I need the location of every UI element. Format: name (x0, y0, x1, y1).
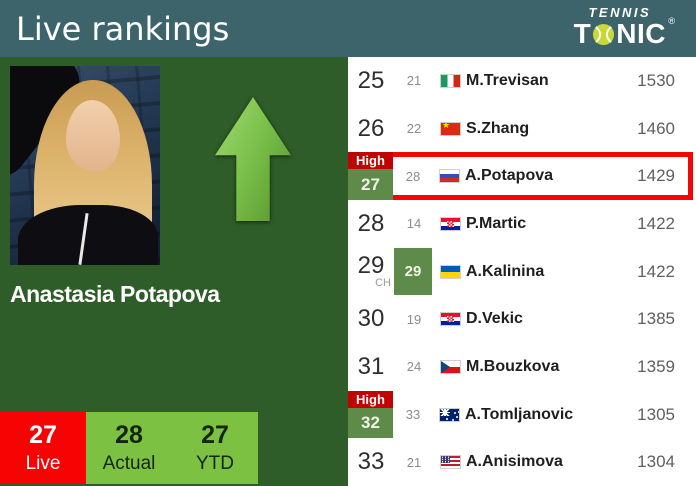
rankings-table: 25 21 M.Trevisan 1530 26 22 S.Zhang 1460… (348, 57, 696, 486)
player-name-cell: S.Zhang (466, 119, 530, 137)
italy-flag-icon (440, 73, 461, 88)
player-panel: Anastasia Potapova 27 Live 28 Actual 27 … (0, 57, 348, 486)
new-high-rank-box: High 27 (348, 152, 393, 201)
live-rank-cell: 31 (357, 352, 385, 380)
live-rank-cell: 29 CH (348, 252, 394, 290)
usa-flag-icon (440, 455, 461, 470)
career-high-note: CH (375, 277, 391, 290)
croatia-flag-icon (440, 312, 461, 327)
table-row: 31 24 M.Bouzkova 1359 (348, 343, 696, 391)
points-cell: 1422 (637, 213, 675, 233)
rank-summary: 27 Live 28 Actual 27 YTD (0, 412, 258, 484)
croatia-flag-icon (440, 216, 461, 231)
table-row: 25 21 M.Trevisan 1530 (348, 57, 696, 105)
previous-rank-cell: 24 (406, 359, 422, 375)
photo-face (66, 100, 120, 172)
player-name-cell: D.Vekic (466, 310, 523, 328)
player-name-cell: A.Kalinina (466, 262, 545, 280)
live-rank-box: 27 Live (0, 412, 86, 484)
player-name-cell: A.Anisimova (466, 453, 563, 471)
logo-letters-nic: NIC (616, 18, 666, 49)
live-rank-cell: 25 (357, 66, 385, 94)
czechia-flag-icon (440, 359, 461, 374)
live-rank-cell: 27 (361, 174, 380, 194)
player-name: Anastasia Potapova (10, 281, 220, 307)
player-name-cell: A.Tomljanovic (465, 405, 574, 423)
highlight-border (350, 152, 693, 201)
actual-ytd-box: 28 Actual 27 YTD (86, 412, 258, 484)
table-row: 26 22 S.Zhang 1460 (348, 105, 696, 153)
table-row: 28 14 P.Martic 1422 (348, 200, 696, 248)
ytd-rank-label: YTD (196, 453, 234, 474)
points-cell: 1429 (637, 166, 675, 186)
points-cell: 1305 (637, 404, 675, 424)
australia-flag-icon (439, 407, 460, 422)
previous-rank-cell: 33 (405, 407, 421, 423)
previous-rank-cell: 21 (406, 454, 422, 470)
tennis-tonic-logo: TENNIS T NIC ® (573, 5, 675, 49)
table-row: 30 19 D.Vekic 1385 (348, 295, 696, 343)
table-row: High 32 33 A.Tomljanovic 1305 (348, 390, 696, 439)
ytd-rank-value: 27 (201, 421, 229, 449)
live-rank-cell: 32 (361, 413, 380, 433)
table-row-highlighted: High 27 28 A.Potapova 1429 (348, 152, 696, 201)
table-row: 29 CH 29 A.Kalinina 1422 (348, 247, 696, 296)
live-rank-value: 29 (357, 252, 385, 280)
live-rank-cell: 30 (357, 305, 385, 333)
russia-flag-icon (439, 169, 460, 184)
logo-word-tonic: T NIC (573, 18, 666, 49)
actual-rank-box: 28 Actual (86, 412, 172, 484)
live-rank-cell: 33 (357, 448, 385, 476)
china-flag-icon (440, 121, 461, 136)
new-high-rank-box: High 32 (348, 390, 393, 439)
previous-rank-cell: 21 (406, 73, 422, 89)
points-cell: 1304 (637, 452, 675, 472)
previous-rank-cell: 22 (406, 121, 422, 136)
previous-rank-cell: 19 (406, 311, 422, 327)
registered-trademark-icon: ® (668, 16, 675, 26)
points-cell: 1530 (637, 70, 675, 90)
actual-rank-value: 28 (115, 421, 143, 449)
player-name-cell: M.Trevisan (466, 71, 549, 89)
logo-letter-t: T (573, 18, 592, 49)
points-cell: 1460 (637, 118, 675, 138)
live-rank-cell: 28 (357, 209, 385, 237)
header-bar: Live rankings TENNIS T NIC ® (0, 0, 696, 57)
player-name-cell: A.Potapova (465, 167, 554, 185)
live-rank-value: 27 (29, 421, 57, 449)
player-name-cell: P.Martic (466, 214, 527, 232)
points-cell: 1385 (637, 309, 675, 329)
previous-rank-cell: 14 (406, 216, 422, 232)
rank-up-arrow-icon (215, 97, 291, 221)
previous-rank-cell: 28 (405, 168, 421, 184)
live-rank-label: Live (25, 453, 61, 474)
ytd-rank-box: 27 YTD (172, 412, 258, 484)
page-title: Live rankings (16, 9, 230, 48)
new-high-badge: High (348, 390, 393, 408)
previous-rank-career-high-box: 29 (394, 247, 432, 296)
player-name-cell: M.Bouzkova (466, 357, 560, 375)
table-row: 33 21 A.Anisimova 1304 (348, 438, 696, 486)
logo-word-tennis: TENNIS (588, 5, 652, 20)
points-cell: 1359 (637, 356, 675, 376)
player-photo (10, 66, 160, 265)
tennis-ball-icon (593, 23, 615, 45)
new-high-badge: High (348, 152, 393, 170)
live-rank-cell: 26 (357, 114, 385, 142)
actual-rank-label: Actual (102, 453, 156, 474)
points-cell: 1422 (637, 261, 675, 281)
ukraine-flag-icon (440, 264, 461, 279)
